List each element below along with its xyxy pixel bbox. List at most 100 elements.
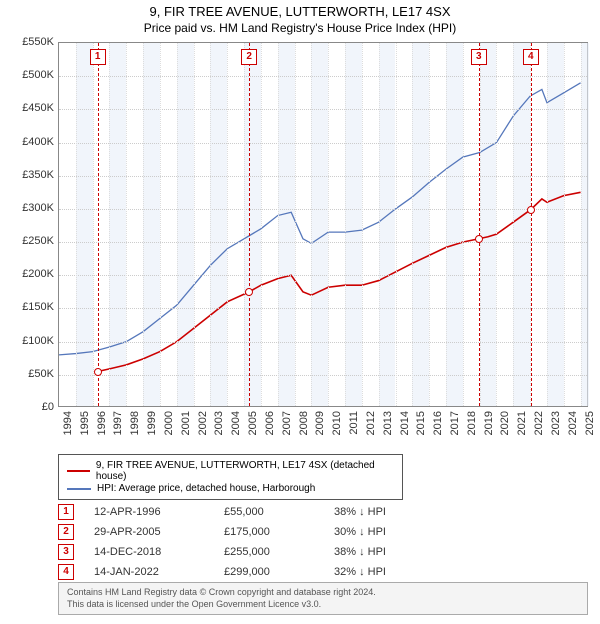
event-price: £299,000 [224, 566, 314, 578]
marker-box-2: 2 [241, 49, 257, 65]
y-axis-label: £150K [2, 301, 54, 313]
marker-dot-3 [475, 235, 483, 243]
h-gridline [59, 375, 587, 376]
y-axis-label: £50K [2, 368, 54, 380]
v-gridline [513, 43, 514, 406]
v-gridline [295, 43, 296, 406]
y-axis-label: £300K [2, 202, 54, 214]
h-gridline [59, 308, 587, 309]
v-gridline [379, 43, 380, 406]
event-row: 4 14-JAN-2022 £299,000 32% ↓ HPI [58, 564, 538, 580]
marker-box-1: 1 [90, 49, 106, 65]
event-row: 1 12-APR-1996 £55,000 38% ↓ HPI [58, 504, 538, 520]
v-gridline [261, 43, 262, 406]
v-gridline [76, 43, 77, 406]
event-pct: 30% ↓ HPI [334, 526, 454, 538]
h-gridline [59, 143, 587, 144]
y-axis-label: £100K [2, 335, 54, 347]
series-hpi [59, 83, 581, 355]
v-gridline [177, 43, 178, 406]
v-gridline [396, 43, 397, 406]
y-axis-label: £450K [2, 102, 54, 114]
chart-container: 1 2 3 4 £0 £50K £100K £150K £200K £250K £300K £350… [0, 42, 600, 442]
event-marker: 1 [58, 504, 74, 520]
event-row: 3 14-DEC-2018 £255,000 38% ↓ HPI [58, 544, 538, 560]
event-row: 2 29-APR-2005 £175,000 30% ↓ HPI [58, 524, 538, 540]
event-price: £175,000 [224, 526, 314, 538]
marker-line-3 [479, 43, 480, 406]
v-gridline [412, 43, 413, 406]
v-gridline [463, 43, 464, 406]
v-gridline [227, 43, 228, 406]
legend-item: 9, FIR TREE AVENUE, LUTTERWORTH, LE17 4S… [67, 460, 394, 482]
h-gridline [59, 342, 587, 343]
h-gridline [59, 275, 587, 276]
marker-box-4: 4 [523, 49, 539, 65]
event-price: £55,000 [224, 506, 314, 518]
v-gridline [362, 43, 363, 406]
v-gridline [311, 43, 312, 406]
attribution-line1: Contains HM Land Registry data © Crown c… [67, 587, 579, 599]
v-gridline [328, 43, 329, 406]
v-gridline [446, 43, 447, 406]
y-axis-label: £0 [2, 401, 54, 413]
marker-dot-4 [527, 206, 535, 214]
v-gridline [581, 43, 582, 406]
y-axis-label: £200K [2, 268, 54, 280]
v-gridline [496, 43, 497, 406]
y-axis-label: £550K [2, 36, 54, 48]
y-axis-label: £250K [2, 235, 54, 247]
plot-area: 1 2 3 4 [58, 42, 588, 407]
h-gridline [59, 209, 587, 210]
legend: 9, FIR TREE AVENUE, LUTTERWORTH, LE17 4S… [58, 454, 403, 500]
v-gridline [194, 43, 195, 406]
legend-item: HPI: Average price, detached house, Harb… [67, 483, 394, 494]
page-subtitle: Price paid vs. HM Land Registry's House … [0, 21, 600, 35]
v-gridline [143, 43, 144, 406]
event-pct: 38% ↓ HPI [334, 506, 454, 518]
event-marker: 2 [58, 524, 74, 540]
h-gridline [59, 176, 587, 177]
y-axis-label: £500K [2, 69, 54, 81]
v-gridline [109, 43, 110, 406]
y-axis-label: £400K [2, 136, 54, 148]
attribution: Contains HM Land Registry data © Crown c… [58, 582, 588, 615]
event-marker: 3 [58, 544, 74, 560]
event-date: 12-APR-1996 [94, 506, 204, 518]
v-gridline [547, 43, 548, 406]
marker-line-4 [531, 43, 532, 406]
h-gridline [59, 242, 587, 243]
attribution-line2: This data is licensed under the Open Gov… [67, 599, 579, 611]
h-gridline [59, 76, 587, 77]
event-pct: 32% ↓ HPI [334, 566, 454, 578]
v-gridline [278, 43, 279, 406]
h-gridline [59, 109, 587, 110]
x-axis-label: 2025 [584, 411, 600, 435]
marker-box-3: 3 [471, 49, 487, 65]
event-date: 29-APR-2005 [94, 526, 204, 538]
v-gridline [126, 43, 127, 406]
v-gridline [345, 43, 346, 406]
v-gridline [160, 43, 161, 406]
v-gridline [429, 43, 430, 406]
v-gridline [93, 43, 94, 406]
marker-dot-1 [94, 368, 102, 376]
event-date: 14-JAN-2022 [94, 566, 204, 578]
y-axis-label: £350K [2, 169, 54, 181]
event-price: £255,000 [224, 546, 314, 558]
legend-swatch [67, 470, 90, 472]
marker-dot-2 [245, 288, 253, 296]
legend-label: HPI: Average price, detached house, Harb… [97, 483, 315, 494]
event-date: 14-DEC-2018 [94, 546, 204, 558]
series-property [98, 192, 581, 371]
v-gridline [564, 43, 565, 406]
v-gridline [244, 43, 245, 406]
marker-line-1 [98, 43, 99, 406]
legend-swatch [67, 488, 91, 490]
chart-lines [59, 43, 589, 408]
event-marker: 4 [58, 564, 74, 580]
event-pct: 38% ↓ HPI [334, 546, 454, 558]
legend-label: 9, FIR TREE AVENUE, LUTTERWORTH, LE17 4S… [96, 460, 394, 482]
page-title: 9, FIR TREE AVENUE, LUTTERWORTH, LE17 4S… [0, 4, 600, 19]
v-gridline [210, 43, 211, 406]
